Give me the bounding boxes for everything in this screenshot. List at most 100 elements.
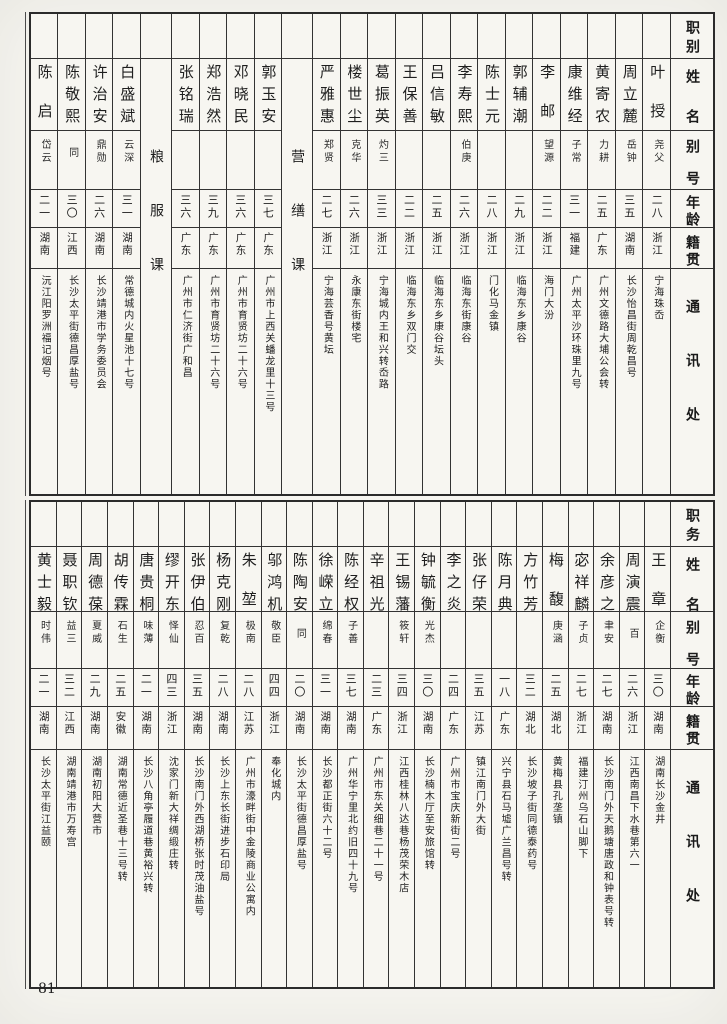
address-cell: 长沙太平街德昌厚盐号 [287, 749, 312, 987]
person-name: 李邮 [538, 64, 557, 130]
job-cell [236, 502, 261, 546]
name-cell: 白盛斌 [113, 58, 140, 130]
person-address: 临海东乡康谷 [514, 275, 526, 344]
person-origin: 浙江 [320, 232, 333, 257]
person-column: 聂职钦 益三 三二 江西 湖南靖港市万寿宫 [55, 502, 82, 987]
header-label-name: 姓名 [684, 557, 700, 611]
person-alias: 伯庚 [459, 139, 471, 165]
person-alias: 极南 [243, 620, 255, 646]
name-cell: 梅馥 [543, 546, 568, 611]
job-cell [313, 14, 340, 58]
alias-cell: 石生 [107, 611, 133, 668]
person-origin: 江西 [65, 232, 78, 257]
person-origin: 湖南 [38, 232, 51, 257]
alias-cell [440, 611, 466, 668]
person-origin: 湖南 [600, 711, 613, 736]
origin-cell: 江西 [56, 706, 82, 749]
person-origin: 浙江 [403, 232, 416, 257]
address-cell: 长沙都正街六十二号 [312, 749, 338, 987]
person-alias: 子贞 [575, 620, 587, 646]
address-cell: 广州市仁济街广和昌 [171, 268, 199, 494]
person-address: 黄梅县孔垄镇 [550, 756, 562, 825]
name-cell: 郭玉安 [254, 58, 282, 130]
person-column: 余彦之 聿安 二七 湖南 长沙南门外天鹅塘唐政和钟表号转 [593, 502, 619, 987]
person-name: 余彦之 [598, 552, 617, 611]
job-cell [159, 502, 184, 546]
address-cell: 长沙南门外天鹅塘唐政和钟表号转 [594, 749, 619, 987]
person-column: 黄士毅 时伟 二一 湖南 长沙太平街江益颐 [31, 502, 56, 987]
job-cell [451, 14, 478, 58]
job-cell [341, 14, 368, 58]
person-name: 王保善 [400, 64, 419, 130]
person-column: 方竹芳 三二 湖北 长沙坡子街同德泰药号 [516, 502, 543, 987]
alias-cell [395, 130, 423, 189]
name-cell: 陈月典 [491, 546, 517, 611]
person-column: 张伊伯 忍百 三五 湖南 长沙南门外西湖桥张时茂油盐号 [183, 502, 210, 987]
name-cell: 聂职钦 [56, 546, 82, 611]
address-cell: 永康东街楼宅 [340, 268, 368, 494]
address-cell: 广州市上西关蟠龙里十三号 [254, 268, 282, 494]
person-origin: 浙江 [485, 232, 498, 257]
address-cell: 广州文德路大埔公会转 [588, 268, 615, 494]
job-cell [533, 14, 560, 58]
address-cell: 宁海城内王和兴转岙路 [368, 268, 395, 494]
alias-cell [199, 130, 227, 189]
person-address: 长沙太平街德昌厚盐号 [294, 756, 306, 871]
age-cell: 三一 [560, 189, 588, 227]
person-column: 杨克刚 复乾 二八 湖南 长沙上东长街进步石印局 [209, 502, 235, 987]
person-column: 黄寄农 力耕 二五 广东 广州文德路大埔公会转 [587, 14, 615, 494]
person-origin: 江苏 [242, 711, 255, 736]
age-cell: 二七 [568, 668, 594, 706]
age-cell: 三三 [368, 189, 395, 227]
person-age: 二〇 [292, 673, 306, 699]
person-age: 三七 [261, 194, 275, 220]
alias-cell: 极南 [235, 611, 261, 668]
person-origin: 福建 [568, 232, 581, 257]
person-alias: 力耕 [596, 139, 608, 165]
person-name: 王锡藩 [393, 552, 412, 611]
person-column: 胡传霖 石生 二五 安徽 湖南常德近圣巷十三号转 [106, 502, 133, 987]
person-address: 长沙太平街德昌厚盐号 [66, 275, 78, 390]
alias-cell: 夏威 [82, 611, 107, 668]
age-cell: 三四 [389, 668, 415, 706]
person-name: 严雅惠 [317, 64, 336, 130]
origin-cell: 浙江 [368, 227, 395, 268]
person-age: 二一 [37, 194, 51, 220]
person-age: 二六 [625, 673, 639, 699]
header-alias-cell: 别号 [671, 611, 713, 668]
person-name: 周演震 [623, 552, 642, 611]
header-label-job: 职别 [684, 20, 700, 58]
person-name: 陈月典 [495, 552, 514, 611]
person-age: 三二 [523, 673, 537, 699]
job-cell [108, 502, 133, 546]
person-age: 二一 [139, 673, 153, 699]
address-cell: 临海东乡双门交 [395, 268, 423, 494]
person-column: 王章 企衡 三〇 湖南 湖南长沙金井 [644, 502, 670, 987]
person-origin: 湖南 [651, 711, 664, 736]
person-name: 黄寄农 [593, 64, 612, 130]
person-name: 陈敬熙 [63, 64, 82, 130]
person-name: 杨克刚 [214, 552, 233, 611]
person-column: 吕信敏 二五 浙江 临海东乡康谷坛头 [422, 14, 450, 494]
name-cell: 郑浩然 [199, 58, 227, 130]
alias-cell [491, 611, 517, 668]
person-address: 临海东乡康谷坛头 [431, 275, 443, 367]
origin-cell: 湖南 [82, 706, 107, 749]
person-age: 二六 [457, 194, 471, 220]
alias-cell: 味薄 [133, 611, 159, 668]
person-address: 海门大汾 [541, 275, 553, 321]
person-age: 三二 [62, 673, 76, 699]
origin-cell: 湖北 [517, 706, 543, 749]
name-cell: 李邮 [533, 58, 560, 130]
person-name: 张伊伯 [188, 552, 207, 611]
person-address: 宁海珠岙 [651, 275, 663, 321]
name-cell: 李之炎 [440, 546, 466, 611]
person-column: 楼世尘 克华 二六 浙江 永康东街楼宅 [339, 14, 368, 494]
person-alias: 郑贤 [321, 139, 333, 165]
name-cell: 许治安 [85, 58, 113, 130]
person-name: 李之炎 [444, 552, 463, 611]
person-column: 陈月典 一八 广东 兴宁县石马墟广兰昌号转 [490, 502, 517, 987]
age-cell: 二七 [313, 189, 340, 227]
person-address: 宁海城内王和兴转岙路 [376, 275, 388, 390]
